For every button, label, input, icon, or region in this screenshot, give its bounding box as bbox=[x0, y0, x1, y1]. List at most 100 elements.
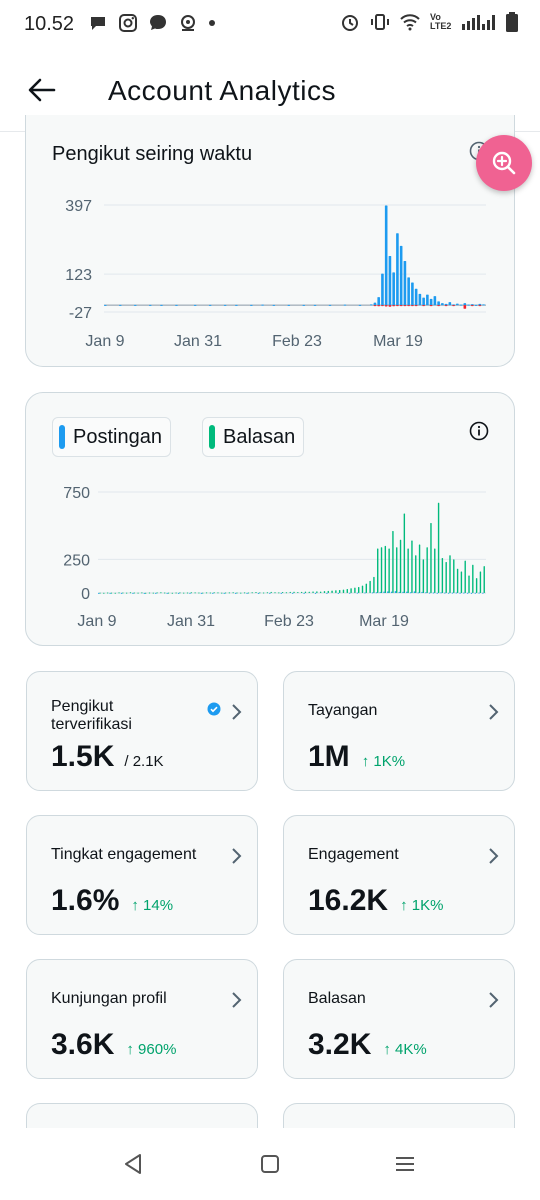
verified-badge-icon bbox=[207, 702, 221, 716]
bar bbox=[160, 304, 163, 306]
bar bbox=[350, 588, 352, 593]
recents-lines-icon[interactable] bbox=[391, 1150, 419, 1178]
bar bbox=[459, 304, 463, 306]
bar bbox=[133, 304, 137, 306]
x-tick-label: Feb 23 bbox=[272, 333, 322, 350]
legend-label-balasan: Balasan bbox=[223, 425, 296, 448]
bar bbox=[399, 305, 403, 307]
bar bbox=[292, 592, 294, 594]
info-icon[interactable] bbox=[469, 421, 489, 441]
bar bbox=[143, 592, 146, 594]
metric-value-row: 3.2K ↑ 4K% bbox=[308, 1028, 427, 1062]
bar bbox=[387, 591, 389, 593]
system-nav-bar bbox=[0, 1128, 540, 1200]
bar bbox=[303, 592, 305, 594]
signal-icon bbox=[462, 15, 495, 30]
legend-balasan[interactable]: Balasan bbox=[202, 417, 305, 457]
bar bbox=[223, 592, 225, 594]
bar bbox=[247, 592, 250, 594]
bar bbox=[297, 592, 299, 594]
battery-icon bbox=[506, 12, 518, 32]
bar bbox=[228, 592, 231, 594]
bar bbox=[409, 592, 412, 594]
bar bbox=[425, 592, 427, 594]
bar bbox=[235, 304, 238, 306]
metric-delta: ↑ 14% bbox=[131, 897, 174, 914]
home-square-icon[interactable] bbox=[256, 1150, 284, 1178]
bar bbox=[456, 303, 459, 306]
bar bbox=[125, 592, 128, 594]
bar bbox=[377, 548, 379, 593]
metric-label: Tayangan bbox=[308, 702, 378, 719]
chevron-right-icon bbox=[489, 992, 499, 1008]
zoom-in-button[interactable] bbox=[476, 135, 532, 191]
x-tick-label: Jan 9 bbox=[85, 333, 124, 350]
bar bbox=[375, 592, 378, 594]
bar bbox=[349, 592, 351, 594]
bar bbox=[365, 583, 368, 593]
bar bbox=[316, 591, 318, 593]
bar bbox=[331, 590, 333, 593]
bar bbox=[448, 302, 452, 306]
bar bbox=[436, 592, 438, 594]
bar bbox=[441, 557, 444, 593]
bar bbox=[133, 592, 135, 594]
chevron-right-icon bbox=[489, 704, 499, 720]
bar bbox=[452, 305, 455, 307]
bar bbox=[411, 540, 413, 593]
x-tick-label: Jan 9 bbox=[77, 613, 116, 630]
bar bbox=[300, 591, 303, 593]
bar bbox=[459, 592, 461, 594]
back-triangle-icon[interactable] bbox=[120, 1150, 148, 1178]
followers-chart-card: Pengikut seiring waktu 397 123 -27 Jan 9 Jan… bbox=[25, 115, 515, 367]
metric-card-engagement-rate[interactable]: Tingkat engagement 1.6% ↑ 14% bbox=[26, 815, 258, 935]
bar bbox=[224, 592, 227, 594]
bar bbox=[257, 592, 260, 594]
bar bbox=[285, 592, 288, 594]
bar bbox=[388, 255, 392, 306]
legend-postingan[interactable]: Postingan bbox=[52, 417, 171, 457]
bar bbox=[212, 592, 214, 594]
metric-label: Balasan bbox=[308, 990, 366, 1007]
bar bbox=[343, 304, 347, 306]
bar bbox=[356, 592, 359, 594]
bar bbox=[177, 592, 180, 594]
bar bbox=[132, 592, 134, 594]
metric-card-engagements[interactable]: Engagement 16.2K ↑ 1K% bbox=[283, 815, 515, 935]
bar bbox=[369, 580, 371, 593]
bar bbox=[437, 502, 440, 593]
metric-card-profile-visits[interactable]: Kunjungan profil 3.6K ↑ 960% bbox=[26, 959, 258, 1079]
bar bbox=[118, 592, 120, 594]
bar bbox=[433, 296, 437, 306]
metric-label: Kunjungan profil bbox=[51, 990, 167, 1007]
bar bbox=[122, 592, 124, 594]
status-system-icons: Vo LTE2 bbox=[340, 12, 518, 32]
bar bbox=[434, 548, 436, 593]
bar bbox=[163, 592, 166, 594]
metric-card-impressions[interactable]: Tayangan 1M ↑ 1K% bbox=[283, 671, 515, 791]
bar bbox=[396, 305, 399, 307]
x-tick-label: Jan 31 bbox=[167, 613, 215, 630]
bar bbox=[189, 592, 191, 594]
bar bbox=[240, 592, 242, 594]
instagram-icon bbox=[119, 14, 137, 32]
x-tick-label: Jan 31 bbox=[174, 333, 222, 350]
y-tick-label: -27 bbox=[69, 305, 92, 322]
bar bbox=[357, 586, 360, 593]
bar bbox=[432, 592, 435, 594]
bar bbox=[403, 261, 407, 306]
alarm-icon bbox=[342, 15, 358, 31]
bar bbox=[482, 592, 484, 594]
arrow-left-icon[interactable] bbox=[26, 74, 58, 106]
metric-card-replies[interactable]: Balasan 3.2K ↑ 4K% bbox=[283, 959, 515, 1079]
bar bbox=[208, 304, 212, 306]
bar bbox=[444, 303, 448, 306]
metric-value: 1.5K bbox=[51, 740, 115, 773]
metric-card-verified-followers[interactable]: Pengikut terverifikasi 1.5K / 2.1K bbox=[26, 671, 258, 791]
bar bbox=[453, 559, 455, 593]
bar bbox=[407, 548, 409, 593]
bar bbox=[250, 304, 253, 306]
bar bbox=[422, 297, 425, 306]
bar bbox=[407, 277, 410, 306]
bar bbox=[269, 592, 271, 594]
